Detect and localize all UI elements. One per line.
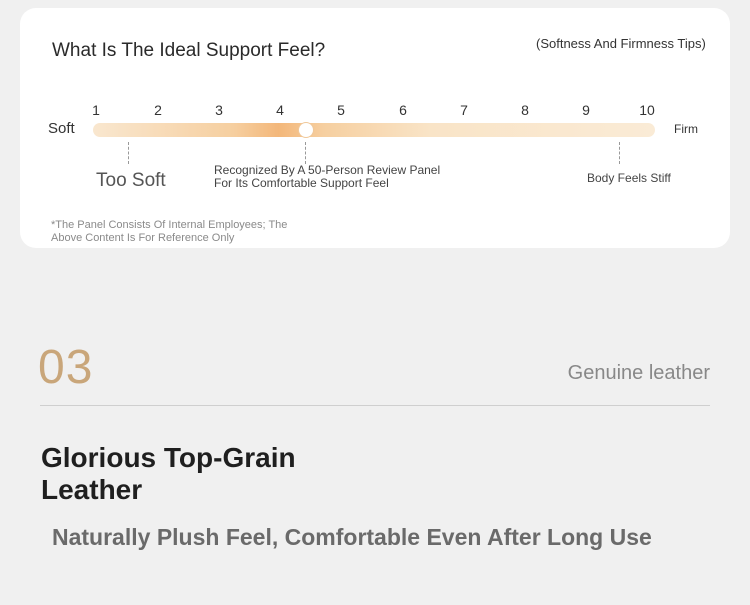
scale-number-9: 9 <box>582 102 590 118</box>
recognized-label: Recognized By A 50-Person Review Panel F… <box>214 163 441 190</box>
firmness-scale-bar <box>93 123 655 137</box>
section-headline: Glorious Top-Grain Leather <box>41 442 296 505</box>
too-soft-tick <box>128 142 129 164</box>
body-stiff-label: Body Feels Stiff <box>587 171 671 185</box>
section-number: 03 <box>38 341 94 394</box>
scale-number-4: 4 <box>276 102 284 118</box>
scale-number-5: 5 <box>337 102 345 118</box>
firm-label: Firm <box>674 122 698 136</box>
scale-number-7: 7 <box>460 102 468 118</box>
card-title: What Is The Ideal Support Feel? <box>52 40 326 61</box>
section-subline: Naturally Plush Feel, Comfortable Even A… <box>52 524 652 550</box>
too-soft-label: Too Soft <box>96 170 166 191</box>
stiff-tick <box>619 142 620 164</box>
scale-number-6: 6 <box>399 102 407 118</box>
section-tag: Genuine leather <box>567 362 710 384</box>
footnote: *The Panel Consists Of Internal Employee… <box>51 219 288 244</box>
soft-label: Soft <box>48 120 75 137</box>
support-feel-card: What Is The Ideal Support Feel? (Softnes… <box>20 8 730 248</box>
firmness-marker <box>299 123 313 137</box>
scale-number-1: 1 <box>92 102 100 118</box>
scale-number-2: 2 <box>154 102 162 118</box>
scale-number-3: 3 <box>215 102 223 118</box>
scale-number-10: 10 <box>639 102 655 118</box>
scale-number-8: 8 <box>521 102 529 118</box>
recognized-tick <box>305 142 306 164</box>
card-tips: (Softness And Firmness Tips) <box>536 36 706 51</box>
section-divider <box>40 405 710 406</box>
